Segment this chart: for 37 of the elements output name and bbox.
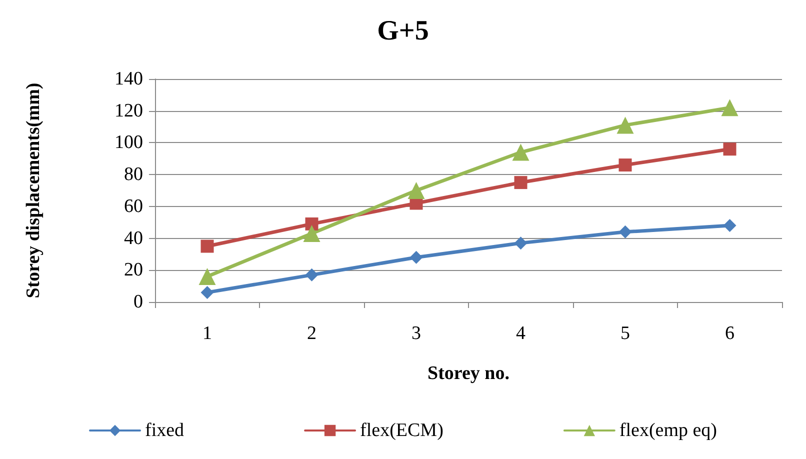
x-tick-label: 5 — [620, 323, 630, 344]
point — [200, 240, 214, 253]
y-tick-label: 20 — [124, 260, 143, 281]
point — [512, 144, 530, 161]
y-tick-label: 80 — [124, 164, 143, 186]
y-tick-label: 140 — [114, 68, 143, 90]
point — [514, 236, 528, 250]
chart-title: G+5 — [377, 16, 429, 46]
point — [723, 219, 736, 232]
legend-label: fixed — [145, 420, 185, 441]
point — [514, 176, 528, 190]
x-axis-title: Storey no. — [428, 363, 510, 384]
x-tick-label: 3 — [412, 323, 421, 344]
point — [410, 250, 423, 264]
point — [618, 225, 632, 238]
point — [198, 268, 216, 286]
y-tick-label: 0 — [134, 292, 143, 312]
x-tick-label: 6 — [725, 323, 734, 344]
x-tick-label: 4 — [516, 323, 526, 344]
point — [303, 225, 320, 242]
point — [721, 99, 738, 116]
point — [616, 116, 634, 134]
point — [408, 182, 425, 199]
y-tick-label: 100 — [114, 132, 143, 154]
x-tick-label: 1 — [202, 323, 212, 344]
legend-label: flex(emp eq) — [619, 420, 717, 441]
y-tick-label: 120 — [114, 100, 143, 122]
point — [723, 142, 736, 156]
y-tick-label: 40 — [124, 228, 143, 249]
point — [305, 217, 318, 230]
legend-label: flex(ECM) — [360, 420, 444, 441]
point — [618, 158, 632, 172]
y-axis-title: Storey displacements(mm) — [23, 82, 44, 298]
point — [200, 286, 214, 299]
point — [305, 268, 318, 282]
y-tick-label: 60 — [124, 196, 143, 217]
x-tick-label: 2 — [307, 323, 316, 344]
